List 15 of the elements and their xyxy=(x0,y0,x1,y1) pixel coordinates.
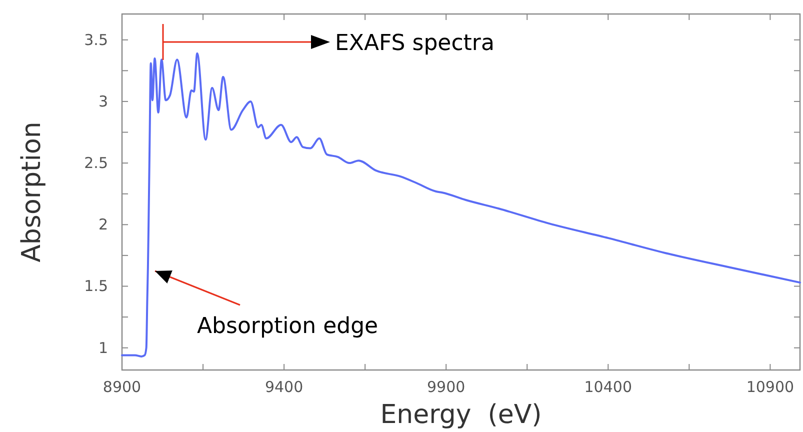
annotation: Absorption edge xyxy=(197,314,378,339)
y-tick-label: 1.5 xyxy=(84,277,108,296)
annotation: EXAFS spectra xyxy=(335,31,494,56)
y-axis-title: Absorption xyxy=(17,122,47,262)
x-tick-label: 9900 xyxy=(427,378,466,396)
x-axis-title: Energy (eV) xyxy=(380,400,542,430)
y-tick-label: 2 xyxy=(98,216,108,234)
x-tick-label: 8900 xyxy=(102,378,142,396)
y-tick-label: 2.5 xyxy=(84,154,108,172)
x-tick-label: 10400 xyxy=(584,378,632,396)
y-tick-label: 1 xyxy=(98,338,108,357)
x-tick-label: 9400 xyxy=(264,378,304,396)
y-tick-label: 3 xyxy=(98,92,108,110)
x-tick-label: 10900 xyxy=(746,378,794,396)
y-tick-label: 3.5 xyxy=(84,30,108,49)
